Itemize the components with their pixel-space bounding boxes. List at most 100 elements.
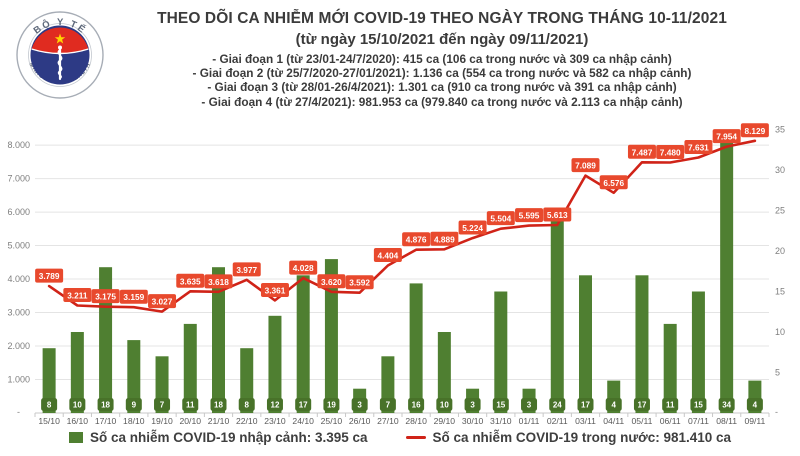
bar	[437, 332, 451, 413]
bar-value-text: 4	[612, 401, 617, 410]
bar-value-chip	[41, 398, 58, 411]
x-axis-date-label: 21/10	[208, 416, 230, 426]
left-axis-labels: 8.000 7.000 6.000 5.000 4.000 3.000 2.000 1.000…	[7, 140, 30, 417]
bar-value-text: 10	[73, 401, 82, 410]
right-axis-zero-label: -	[775, 407, 778, 417]
bar-value-chip	[577, 398, 594, 411]
bar	[70, 332, 84, 413]
line-value-text: 4.028	[293, 263, 314, 273]
line-value-chip	[289, 260, 318, 275]
phase-3-note: - Giai đoạn 3 (từ 28/01-26/4/2021): 1.30…	[207, 80, 677, 95]
left-axis-tick-label: 3.000	[7, 308, 30, 318]
bar-value-text: 19	[327, 401, 336, 410]
line-value-chip	[712, 129, 741, 144]
right-axis-tick-label: 20	[775, 246, 785, 256]
bar-value-chip	[746, 398, 763, 411]
line-value-text: 5.613	[547, 210, 568, 220]
line-value-text: 3.620	[321, 277, 342, 287]
line-value-chip	[627, 144, 656, 159]
bar	[99, 267, 113, 413]
ministry-of-health-logo: BỘ Y TẾ MINISTRY OF HEALTH	[16, 11, 104, 99]
x-axis-date-label: 29/10	[434, 416, 456, 426]
line-value-chip	[656, 145, 685, 160]
bar-value-text: 7	[386, 401, 391, 410]
line-value-text: 5.504	[490, 214, 511, 224]
bar-value-chip	[266, 398, 283, 411]
bar-value-chip	[323, 398, 340, 411]
bar	[409, 283, 423, 413]
bar	[324, 259, 338, 413]
x-axis-date-label: 05/11	[632, 416, 653, 426]
left-axis-tick-label: 8.000	[7, 140, 30, 150]
bar-value-text: 12	[271, 401, 280, 410]
x-axis-date-label: 17/10	[95, 416, 117, 426]
line-value-text: 3.618	[208, 277, 229, 287]
bar	[579, 275, 592, 413]
line-value-chip	[91, 289, 120, 304]
line-value-chip	[458, 220, 487, 235]
bar-value-text: 18	[214, 401, 223, 410]
x-axis-date-label: 01/11	[519, 416, 540, 426]
x-axis-date-label: 23/10	[264, 416, 286, 426]
line-value-text: 3.175	[95, 292, 116, 302]
right-axis-tick-label: 10	[775, 327, 785, 337]
bar-value-text: 3	[357, 401, 362, 410]
bar-value-chip	[379, 398, 396, 411]
bar	[127, 340, 141, 413]
legend-label-domestic: Số ca nhiễm COVID-19 trong nước: 981.410…	[432, 430, 732, 445]
line-value-text: 4.889	[434, 234, 455, 244]
right-axis-tick-label: 5	[775, 368, 780, 378]
x-axis-date-label: 27/10	[377, 416, 399, 426]
line-value-chip	[345, 275, 374, 290]
bar-value-chip	[238, 398, 255, 411]
page-title: THEO DÕI CA NHIỄM MỚI COVID-19 THEO NGÀY…	[157, 10, 727, 27]
bar-value-labels: 8 10 18 9 7 11 18 8 12 17 19 3 7 16 10 3 15 3 24 17 4 17 11 15 3…	[41, 398, 763, 411]
line-value-text: 7.089	[575, 161, 596, 171]
left-axis-zero-label: -	[17, 407, 20, 417]
legend-item-imported: Số ca nhiễm COVID-19 nhập cảnh: 3.395 ca	[68, 430, 368, 445]
line-value-chip	[740, 123, 769, 138]
left-axis-tick-label: 5.000	[7, 241, 30, 251]
line-value-text: 5.595	[519, 211, 540, 221]
left-axis-tick-label: 4.000	[7, 274, 30, 284]
right-axis-tick-label: 15	[775, 287, 785, 297]
x-axis-date-label: 07/11	[688, 416, 709, 426]
phase-notes: - Giai đoạn 1 (từ 23/01-24/7/2020): 415 …	[112, 52, 772, 109]
bar-value-chip	[521, 398, 538, 411]
bar-value-text: 18	[101, 401, 110, 410]
line-value-text: 3.211	[67, 290, 88, 300]
line-value-chip	[515, 208, 544, 223]
left-axis-tick-label: 7.000	[7, 174, 30, 184]
bar-value-text: 15	[694, 401, 703, 410]
x-axis-date-label: 18/10	[123, 416, 145, 426]
x-axis-date-label: 08/11	[716, 416, 737, 426]
x-axis-ticks	[34, 413, 770, 417]
x-axis-date-label: 24/10	[292, 416, 314, 426]
line-value-chip	[119, 289, 148, 304]
bar-value-chip	[351, 398, 368, 411]
bar-value-text: 34	[722, 401, 731, 410]
line-value-text: 3.977	[236, 265, 257, 275]
phase-4-note: - Giai đoạn 4 (từ 27/4/2021): 981.953 ca…	[201, 94, 683, 109]
line-value-text: 7.954	[716, 132, 737, 142]
bar-value-chip	[182, 398, 199, 411]
logo-snake-icon	[57, 49, 63, 79]
bar-value-chip	[690, 398, 707, 411]
legend-swatch-imported-icon	[68, 432, 83, 443]
line-value-chip	[317, 274, 346, 289]
page-subtitle: (từ ngày 15/10/2021 đến ngày 09/11/2021)	[295, 31, 589, 48]
bar	[720, 137, 734, 413]
bar	[494, 291, 508, 413]
line-value-text: 4.876	[406, 235, 427, 245]
bar	[550, 218, 564, 413]
phase-2-note: - Giai đoạn 2 (từ 25/7/2020-27/01/2021):…	[192, 66, 692, 81]
bar	[42, 348, 56, 413]
bar-value-text: 24	[553, 401, 562, 410]
bar-value-text: 8	[47, 401, 52, 410]
bar-value-chip	[662, 398, 679, 411]
legend-swatch-domestic-icon	[405, 436, 426, 439]
x-axis-date-label: 19/10	[151, 416, 173, 426]
x-axis-date-label: 26/10	[349, 416, 371, 426]
x-axis-date-label: 04/11	[603, 416, 624, 426]
line-value-text: 3.592	[349, 278, 370, 288]
